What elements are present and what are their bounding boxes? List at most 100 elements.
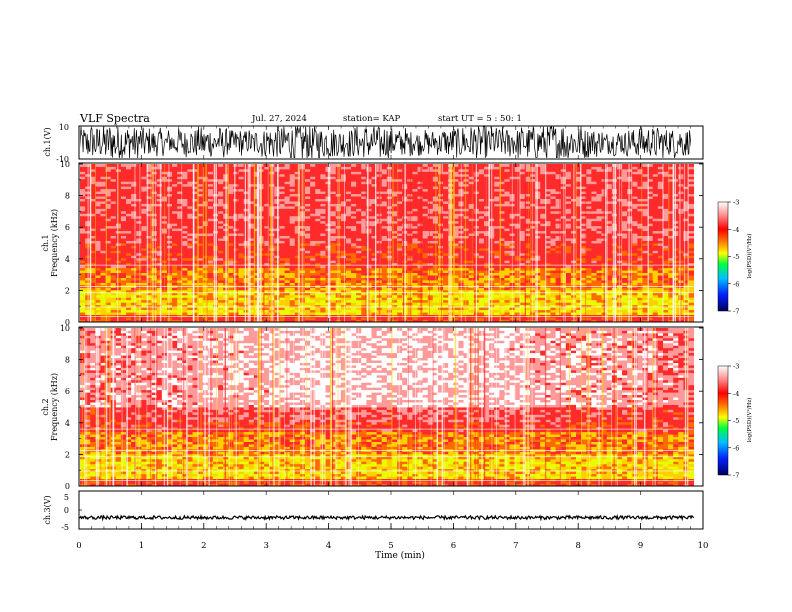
spectrogram-cell bbox=[120, 218, 127, 222]
spectrogram-cell bbox=[422, 220, 429, 224]
spectrogram-cell bbox=[253, 317, 260, 320]
spectrogram-cell bbox=[504, 267, 510, 271]
spectrogram-cell bbox=[443, 292, 449, 296]
spectrogram-cell bbox=[596, 292, 602, 296]
spectrogram-cell bbox=[637, 275, 643, 278]
spectrogram-cell bbox=[596, 289, 602, 293]
spectrogram-cell bbox=[591, 299, 597, 303]
spectrogram-cell bbox=[427, 228, 434, 232]
spectrogram-cell bbox=[504, 314, 510, 318]
spectrogram-cell bbox=[550, 280, 556, 283]
spectrogram-cell bbox=[550, 277, 556, 281]
spectrogram-cell bbox=[136, 243, 142, 246]
spectrogram-cell bbox=[320, 247, 326, 251]
spectrogram-cell bbox=[228, 250, 234, 254]
spectrogram-cell bbox=[540, 252, 546, 256]
spectrogram-cell bbox=[131, 299, 137, 303]
spectrogram-cell bbox=[330, 218, 337, 222]
spectrogram-cell bbox=[565, 228, 572, 232]
spectrogram-cell bbox=[110, 287, 117, 291]
spectrogram-cell bbox=[156, 319, 163, 323]
spectrogram-cell bbox=[156, 223, 163, 227]
spectrogram-cell bbox=[340, 265, 347, 269]
spectrogram-cell bbox=[668, 289, 674, 293]
spectrogram-cell bbox=[248, 220, 255, 224]
spectrogram-cell bbox=[397, 255, 403, 259]
spectrogram-cell bbox=[642, 260, 649, 264]
spectrogram-cell bbox=[540, 235, 546, 239]
spectrogram-cell bbox=[673, 257, 679, 261]
spectrogram-cell bbox=[233, 277, 239, 281]
spectrogram-cell bbox=[432, 223, 439, 227]
spectrogram-cell bbox=[463, 235, 470, 239]
spectrogram-cell bbox=[207, 223, 214, 227]
spectrogram-cell bbox=[576, 257, 582, 261]
spectrogram-cell bbox=[294, 307, 301, 311]
spectrogram-cell bbox=[279, 307, 285, 311]
spectrogram-cell bbox=[182, 304, 188, 308]
spectrogram-cell bbox=[412, 294, 418, 298]
spectrogram-cell bbox=[253, 314, 260, 318]
spectrogram-cell bbox=[136, 299, 142, 303]
spectrogram-cell bbox=[274, 304, 280, 308]
spectrogram-cell bbox=[647, 257, 654, 261]
spectrogram-cell bbox=[279, 257, 285, 261]
spectrogram-cell bbox=[279, 299, 285, 303]
spectrogram-cell bbox=[166, 245, 173, 249]
spectrogram-cell bbox=[141, 243, 147, 246]
spectrogram-cell bbox=[443, 243, 449, 246]
spectrogram-cell bbox=[652, 304, 659, 308]
spectrogram-cell bbox=[570, 289, 577, 293]
spectrogram-cell bbox=[555, 307, 562, 311]
spectrogram-cell bbox=[530, 275, 536, 278]
spectrogram-cell bbox=[264, 277, 270, 281]
spectrogram-cell bbox=[274, 218, 280, 222]
spectrogram-cell bbox=[555, 314, 562, 318]
spectrogram-cell bbox=[407, 252, 413, 256]
spectrogram-cell bbox=[422, 294, 429, 298]
spectrogram-cell bbox=[95, 312, 101, 315]
spectrogram-cell bbox=[632, 319, 638, 323]
spectrogram-cell bbox=[172, 225, 178, 229]
spectrogram-cell bbox=[207, 243, 214, 246]
spectrogram-cell bbox=[519, 260, 526, 264]
spectrogram-cell bbox=[238, 228, 245, 232]
spectrogram-cell bbox=[294, 289, 301, 293]
spectrogram-cell bbox=[218, 272, 224, 276]
spectrogram-cell bbox=[110, 265, 117, 269]
spectrogram-cell bbox=[146, 277, 152, 281]
spectrogram-cell bbox=[637, 265, 643, 269]
spectrogram-cell bbox=[647, 228, 654, 232]
spectrogram-cell bbox=[606, 270, 613, 274]
spectrogram-cell bbox=[662, 267, 669, 271]
spectrogram-cell bbox=[499, 299, 505, 303]
spectrogram-cell bbox=[391, 317, 398, 320]
spectrogram-cell bbox=[120, 252, 127, 256]
spectrogram-cell bbox=[540, 247, 546, 251]
spectrogram-cell bbox=[361, 230, 367, 234]
spectrogram-cell bbox=[565, 252, 572, 256]
spectrogram-cell bbox=[494, 302, 500, 306]
spectrogram-cell bbox=[253, 267, 260, 271]
spectrogram-cell bbox=[371, 312, 377, 315]
spectrogram-cell bbox=[345, 287, 352, 291]
spectrogram-cell bbox=[596, 255, 602, 259]
spectrogram-cell bbox=[351, 317, 357, 320]
spectrogram-cell bbox=[335, 262, 342, 266]
spectrogram-cell bbox=[550, 265, 556, 269]
spectrogram-cell bbox=[315, 262, 321, 266]
spectrogram-cell bbox=[407, 233, 413, 236]
spectrogram-cell bbox=[305, 319, 311, 323]
spectrogram-cell bbox=[192, 218, 199, 222]
spectrogram-cell bbox=[218, 267, 224, 271]
spectrogram-cell bbox=[586, 282, 592, 286]
spectrogram-cell bbox=[540, 287, 546, 291]
spectrogram-cell bbox=[141, 267, 147, 271]
spectrogram-cell bbox=[305, 218, 311, 222]
spectrogram-cell bbox=[253, 289, 260, 293]
spectrogram-cell bbox=[606, 267, 613, 271]
spectrogram-cell bbox=[105, 309, 112, 313]
spectrogram-cell bbox=[238, 220, 245, 224]
spectrogram-cell bbox=[284, 287, 291, 291]
spectrogram-cell bbox=[443, 287, 449, 291]
